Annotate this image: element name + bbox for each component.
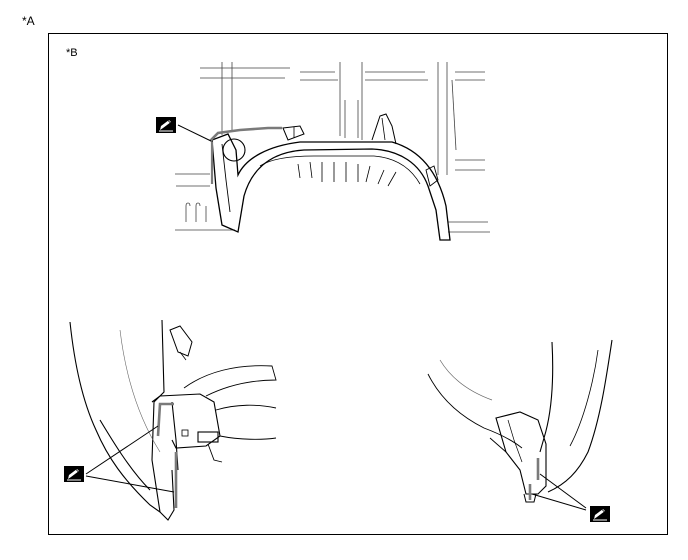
pencil-note-icon bbox=[63, 465, 85, 483]
bottom-right-detail bbox=[427, 339, 613, 503]
sealer-beads-bottom-right bbox=[528, 458, 540, 500]
top-view-wheel-housing bbox=[175, 62, 490, 233]
inner-view-label: *B bbox=[66, 47, 78, 59]
leader-lines-bottom-right bbox=[531, 473, 587, 511]
figure-frame bbox=[48, 33, 668, 535]
leader-lines-bottom-left bbox=[85, 425, 175, 493]
bottom-left-detail bbox=[69, 319, 277, 521]
leader-line bbox=[177, 124, 212, 142]
wheel-arch-outline bbox=[211, 113, 451, 241]
pencil-note-icon bbox=[589, 505, 611, 523]
sealer-beads-bottom-left bbox=[156, 402, 178, 508]
sealer-bead-top bbox=[209, 126, 282, 142]
outer-figure-label: *A bbox=[22, 14, 35, 28]
pencil-note-icon bbox=[155, 116, 177, 134]
